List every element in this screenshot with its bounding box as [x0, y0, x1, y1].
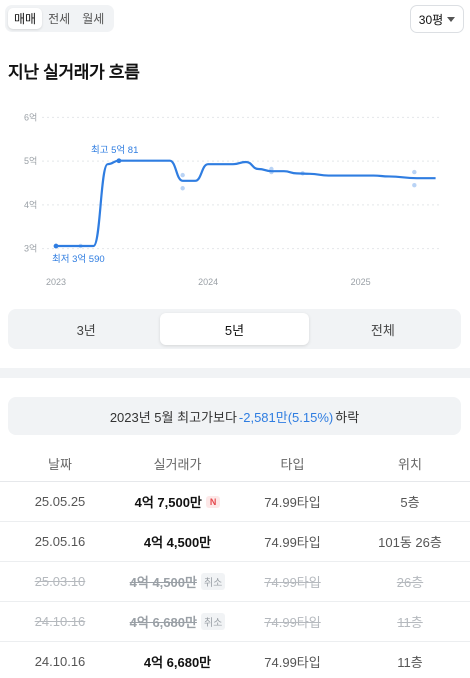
row-price-wrap: 4억 7,500만 N [135, 492, 221, 511]
deal-type-tabs: 매매 전세 월세 [5, 5, 114, 32]
y-tick-label: 4억 [24, 199, 37, 210]
scatter-point [180, 186, 185, 191]
row-date: 25.05.25 [34, 494, 86, 509]
header-date: 날짜 [48, 457, 72, 472]
y-tick-label: 3억 [24, 243, 37, 254]
cancelled-badge: 취소 [200, 613, 226, 630]
notice-suffix: 하락 [335, 409, 360, 425]
cancelled-badge: 취소 [200, 573, 226, 590]
row-price-wrap: 4억 4,500만 취소 [130, 572, 226, 591]
y-tick-label: 5억 [24, 155, 37, 166]
row-type: 74.99타입 [264, 615, 321, 630]
row-price: 4억 4,500만 [129, 575, 197, 590]
header-type: 타입 [280, 457, 305, 472]
min-annotation: 최저 3억 590 [52, 253, 105, 265]
row-type: 74.99타입 [264, 535, 321, 550]
row-location: 26층 [396, 575, 424, 590]
x-tick-label: 2024 [198, 277, 218, 287]
y-tick-label: 6억 [24, 111, 37, 122]
section-title: 지난 실거래가 흐름 [8, 63, 140, 82]
row-price: 4억 7,500만 [134, 495, 202, 510]
x-tick-label: 2023 [46, 277, 66, 287]
row-price: 4억 6,680만 [143, 655, 212, 670]
price-series-line [56, 159, 436, 248]
header-price: 실거래가 [153, 457, 202, 472]
x-tick-label: 2025 [351, 277, 371, 287]
row-location: 5층 [400, 495, 420, 510]
min-point [53, 243, 59, 249]
header-location: 위치 [398, 457, 422, 472]
table-row[interactable]: 24.10.16 4억 6,680만 74.99타입 11층 [0, 642, 470, 678]
period-3y[interactable]: 3년 [76, 322, 96, 338]
row-location: 11층 [397, 655, 423, 670]
row-type: 74.99타입 [264, 655, 321, 670]
table-row[interactable]: 25.05.25 4억 7,500만 N 74.99타입 5층 [0, 482, 470, 522]
max-point [116, 158, 122, 164]
table-row-cancelled[interactable]: 25.03.10 4억 4,500만 취소 74.99타입 26층 [0, 562, 470, 602]
row-price: 4억 6,680만 [129, 615, 197, 630]
tab-sale[interactable]: 매매 [8, 8, 43, 29]
tab-monthly-rent[interactable]: 월세 [82, 12, 105, 26]
row-type: 74.99타입 [264, 495, 321, 510]
row-date: 25.03.10 [34, 574, 86, 589]
table-row[interactable]: 25.05.16 4억 4,500만 74.99타입 101동 26층 [0, 522, 470, 562]
tab-jeonse[interactable]: 전세 [48, 12, 71, 26]
row-location: 11층 [397, 615, 423, 630]
section-divider [0, 368, 470, 378]
scatter-point [180, 172, 185, 178]
new-badge: N [205, 495, 221, 508]
period-tabs: 3년 5년 전체 [8, 309, 461, 349]
row-date: 24.10.16 [34, 654, 86, 669]
area-select[interactable]: 30평 [410, 5, 464, 33]
table-header: 날짜 실거래가 타입 위치 [0, 446, 470, 482]
row-type: 74.99타입 [264, 575, 321, 590]
area-select-value: 30평 [418, 12, 444, 27]
price-trend-chart: 6억 5억 4억 3억 최고 5억 81 최저 3억 590 2023 2024 2025 [24, 111, 440, 287]
row-location: 101동 26층 [378, 535, 442, 550]
chevron-down-icon [447, 16, 456, 22]
price-change-notice: 2023년 5월 최고가보다 -2,581만(5.15%) 하락 [8, 397, 461, 435]
notice-change: -2,581만(5.15%) [238, 409, 334, 425]
row-price: 4억 4,500만 [143, 535, 212, 550]
notice-prefix: 2023년 5월 최고가보다 [109, 409, 237, 425]
row-date: 24.10.16 [34, 614, 86, 629]
scatter-point [412, 182, 417, 188]
period-5y[interactable]: 5년 [160, 313, 309, 345]
period-all[interactable]: 전체 [370, 322, 395, 338]
scatter-point [412, 169, 417, 175]
table-row-cancelled[interactable]: 24.10.16 4억 6,680만 취소 74.99타입 11층 [0, 602, 470, 642]
max-annotation: 최고 5억 81 [91, 144, 138, 156]
row-price-wrap: 4억 6,680만 취소 [130, 612, 226, 631]
row-date: 25.05.16 [34, 534, 86, 549]
